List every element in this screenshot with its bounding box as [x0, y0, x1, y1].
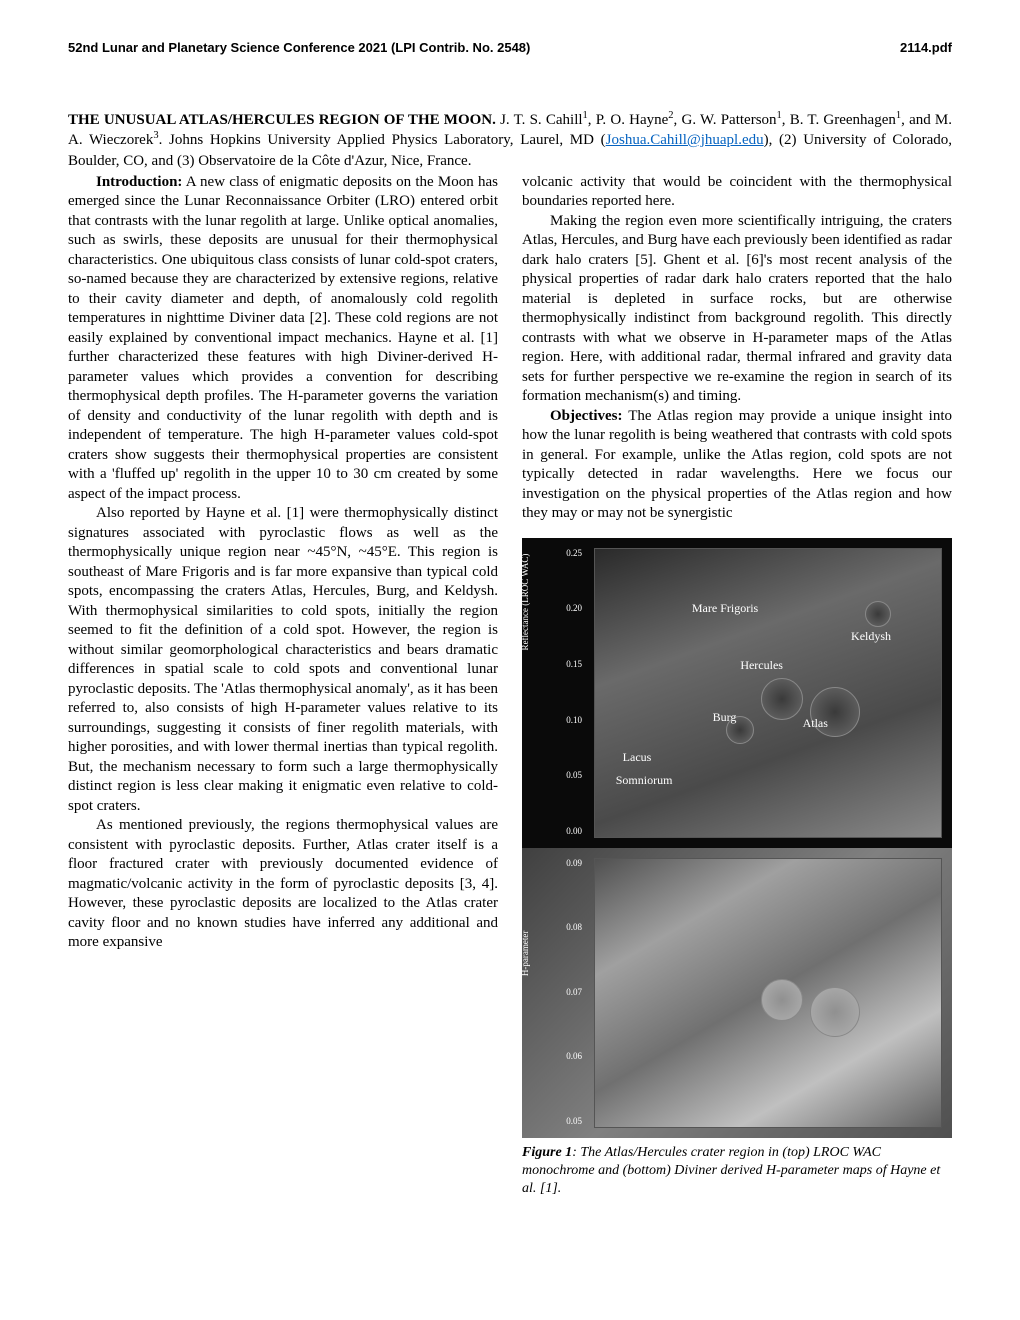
atlas-crater-b [810, 987, 860, 1037]
lacus-label: Lacus [623, 750, 652, 766]
figure-1: LROC Reflectance (LROC WAC) 0.25 0.20 0.… [522, 538, 952, 1199]
bottom-map [594, 858, 942, 1128]
email-link[interactable]: Joshua.Cahill@jhuapl.edu [606, 132, 764, 148]
figure-top-panel: LROC Reflectance (LROC WAC) 0.25 0.20 0.… [522, 538, 952, 848]
paragraph-3: As mentioned previously, the regions the… [68, 816, 498, 953]
tick: 0.08 [552, 922, 582, 934]
bottom-axis-label: H-parameter [520, 930, 532, 975]
page-header: 52nd Lunar and Planetary Science Confere… [68, 40, 952, 55]
tick: 0.07 [552, 987, 582, 999]
body-columns: Introduction: A new class of enigmatic d… [68, 173, 952, 1199]
paragraph-2: Also reported by Hayne et al. [1] were t… [68, 504, 498, 816]
top-axis-label: Reflectance (LROC WAC) [520, 553, 532, 650]
title-block: THE UNUSUAL ATLAS/HERCULES REGION OF THE… [68, 110, 952, 171]
top-map: Mare Frigoris Keldysh Hercules Burg Atla… [594, 548, 942, 838]
intro-text: A new class of enigmatic deposits on the… [68, 174, 498, 502]
paragraph-r2: Making the region even more scientifical… [522, 212, 952, 407]
burg-label: Burg [713, 710, 737, 726]
tick: 0.10 [552, 715, 582, 727]
affil-1: . Johns Hopkins University Applied Physi… [159, 132, 606, 148]
tick: 0.09 [552, 858, 582, 870]
tick: 0.25 [552, 548, 582, 560]
figure-bottom-panel: H-parameter 0.09 0.08 0.07 0.06 0.05 [522, 848, 952, 1138]
author-2: , P. O. Hayne [588, 112, 669, 128]
mare-frigoris-label: Mare Frigoris [692, 601, 758, 617]
objectives-text: The Atlas region may provide a unique in… [522, 408, 952, 522]
paper-title: THE UNUSUAL ATLAS/HERCULES REGION OF THE… [68, 112, 496, 128]
bottom-axis-ticks: 0.09 0.08 0.07 0.06 0.05 [552, 858, 582, 1128]
pdf-name: 2114.pdf [900, 40, 952, 55]
figure-image: LROC Reflectance (LROC WAC) 0.25 0.20 0.… [522, 538, 952, 1138]
tick: 0.05 [552, 1116, 582, 1128]
hercules-crater-b [761, 979, 803, 1021]
objectives-paragraph: Objectives: The Atlas region may provide… [522, 407, 952, 524]
tick: 0.20 [552, 603, 582, 615]
paragraph-r1: volcanic activity that would be coincide… [522, 173, 952, 212]
keldysh-label: Keldysh [851, 629, 891, 645]
author-3: , G. W. Patterson [674, 112, 777, 128]
right-column: volcanic activity that would be coincide… [522, 173, 952, 1199]
figure-caption-text: : The Atlas/Hercules crater region in (t… [522, 1145, 940, 1196]
figure-number: Figure 1 [522, 1145, 572, 1160]
tick: 0.15 [552, 659, 582, 671]
atlas-label: Atlas [803, 716, 828, 732]
top-axis-ticks: 0.25 0.20 0.15 0.10 0.05 0.00 [552, 548, 582, 838]
objectives-label: Objectives: [550, 408, 622, 424]
somniorum-label: Somniorum [616, 773, 673, 789]
conference-name: 52nd Lunar and Planetary Science Confere… [68, 40, 530, 55]
tick: 0.05 [552, 770, 582, 782]
intro-label: Introduction: [96, 174, 182, 190]
figure-caption: Figure 1: The Atlas/Hercules crater regi… [522, 1144, 952, 1199]
author-1: J. T. S. Cahill [496, 112, 583, 128]
author-4: , B. T. Greenhagen [782, 112, 896, 128]
tick: 0.06 [552, 1051, 582, 1063]
keldysh-crater [865, 601, 891, 627]
hercules-crater [761, 678, 803, 720]
intro-paragraph: Introduction: A new class of enigmatic d… [68, 173, 498, 505]
hercules-label: Hercules [740, 658, 783, 674]
left-column: Introduction: A new class of enigmatic d… [68, 173, 498, 1199]
tick: 0.00 [552, 826, 582, 838]
